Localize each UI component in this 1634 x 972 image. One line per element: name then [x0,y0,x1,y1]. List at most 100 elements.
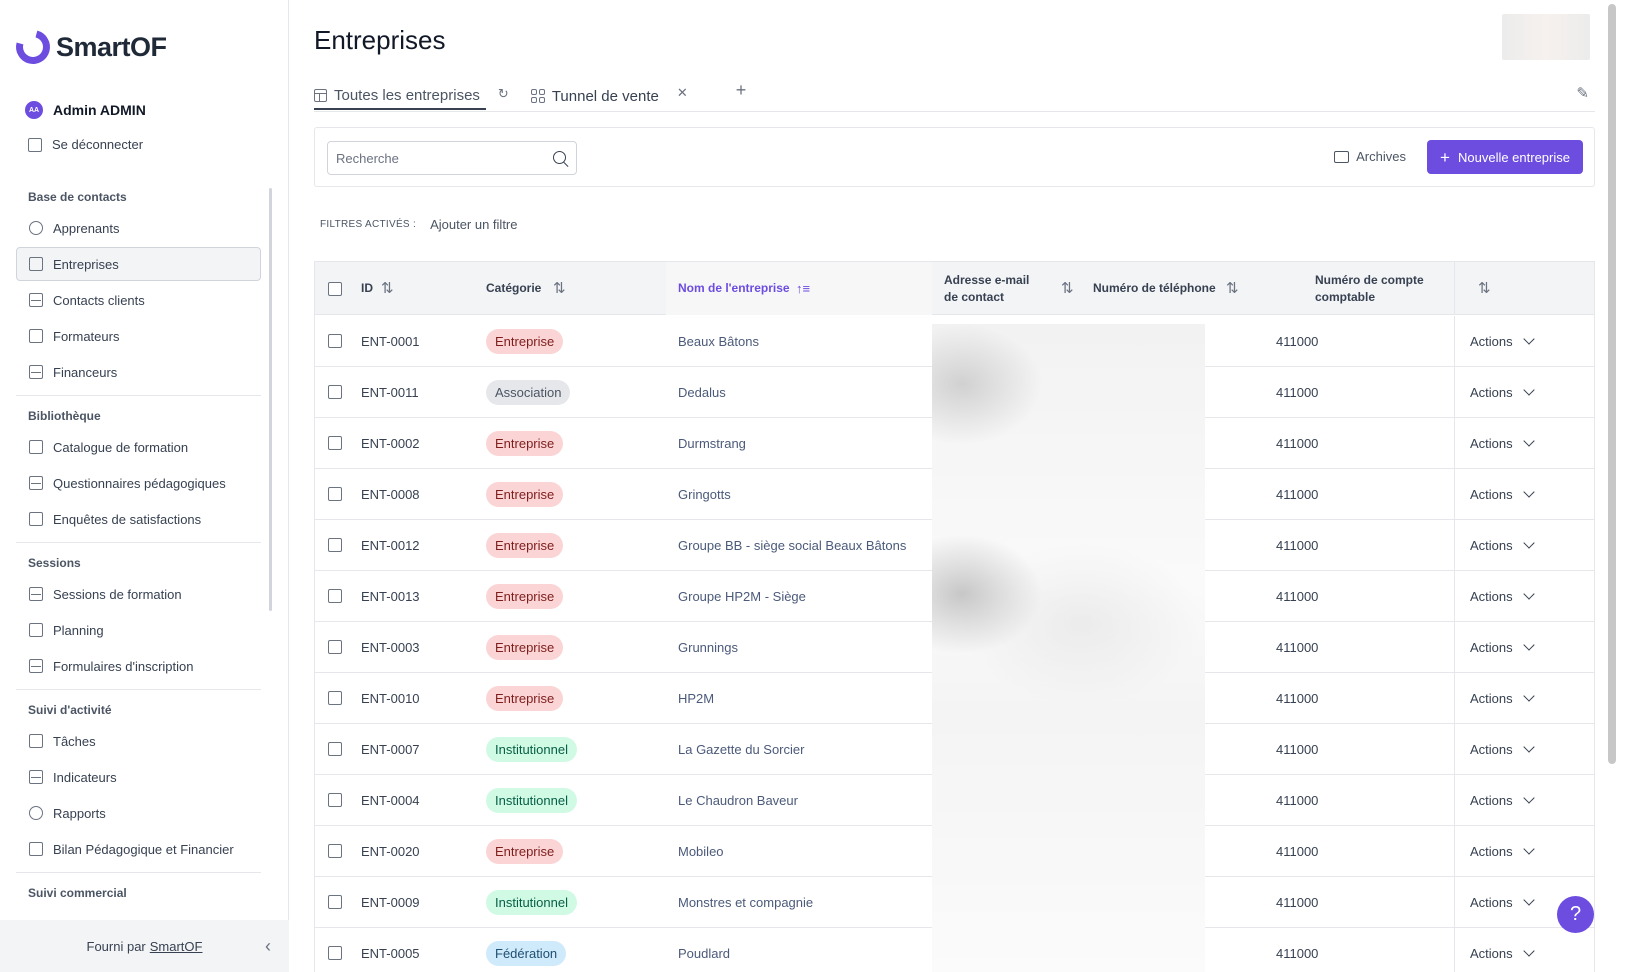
row-checkbox[interactable] [328,538,342,552]
row-actions-button[interactable]: Actions [1454,622,1594,672]
row-actions-button[interactable]: Actions [1454,367,1594,417]
row-checkbox[interactable] [328,742,342,756]
row-checkbox[interactable] [328,895,342,909]
row-actions-button[interactable]: Actions [1454,316,1594,366]
row-checkbox[interactable] [328,385,342,399]
row-actions-button[interactable]: Actions [1454,469,1594,519]
sidebar-item-apprenants[interactable]: Apprenants [16,211,261,245]
column-header-email[interactable]: Adresse e-mail de contact ⇅ [944,262,1074,315]
row-checkbox[interactable] [328,436,342,450]
page-scrollbar[interactable] [1608,4,1616,764]
user-profile[interactable]: AA Admin ADMIN [25,101,146,119]
column-header-name[interactable]: Nom de l'entreprise ↑≡ [666,262,932,315]
cell-company-name[interactable]: Grunnings [678,639,738,655]
row-checkbox[interactable] [328,946,342,960]
help-button[interactable]: ? [1557,896,1594,933]
sidebar-item-formateurs[interactable]: Formateurs [16,319,261,353]
row-actions-button[interactable]: Actions [1454,877,1594,927]
sidebar-item-sessions-de-formation[interactable]: Sessions de formation [16,577,261,611]
table-row[interactable]: ENT-0007 Institutionnel La Gazette du So… [315,724,1594,775]
nav-section-title: Bibliothèque [28,409,101,423]
logo[interactable]: SmartOF [9,23,167,71]
search-icon[interactable] [553,151,566,164]
row-checkbox[interactable] [328,487,342,501]
cell-company-name[interactable]: Groupe BB - siège social Beaux Bâtons [678,537,907,553]
sidebar-scrollbar[interactable] [269,188,272,611]
row-checkbox[interactable] [328,589,342,603]
row-actions-button[interactable]: Actions [1454,673,1594,723]
tab-all-companies[interactable]: Toutes les entreprises [314,82,486,110]
sort-icon[interactable]: ⇅ [553,280,566,297]
close-tab-icon[interactable]: ✕ [676,85,688,100]
cell-category: Entreprise [486,673,564,723]
cell-company-name[interactable]: Gringotts [678,486,731,502]
row-checkbox[interactable] [328,691,342,705]
tab-sales-funnel[interactable]: Tunnel de vente [530,82,665,110]
table-row[interactable]: ENT-0005 Fédération Poudlard 411000 Acti… [315,928,1594,972]
cell-company-name[interactable]: Mobileo [678,843,724,859]
sidebar-item-formulaires-d-inscription[interactable]: Formulaires d'inscription [16,649,261,683]
row-actions-button[interactable]: Actions [1454,724,1594,774]
sidebar-item-indicateurs[interactable]: Indicateurs [16,760,261,794]
archives-label: Archives [1356,149,1406,164]
sidebar-item-questionnaires-pedagogiques[interactable]: Questionnaires pédagogiques [16,466,261,500]
cell-company-name[interactable]: La Gazette du Sorcier [678,741,805,757]
refresh-icon[interactable]: ↻ [497,86,509,101]
sidebar-item-rapports[interactable]: Rapports [16,796,261,830]
archives-button[interactable]: Archives [1334,149,1406,164]
edit-icon[interactable]: ✎ [1576,85,1589,102]
sidebar-item-planning[interactable]: Planning [16,613,261,647]
add-filter-button[interactable]: Ajouter un filtre [430,217,518,232]
sort-icon[interactable]: ⇅ [381,280,394,297]
logout-link[interactable]: Se déconnecter [28,137,143,152]
column-header-id[interactable]: ID ⇅ [361,262,481,315]
row-actions-button[interactable]: Actions [1454,520,1594,570]
sidebar-item-catalogue-de-formation[interactable]: Catalogue de formation [16,430,261,464]
sidebar-item-bilan-pedagogique-et-financier[interactable]: Bilan Pédagogique et Financier [16,832,261,866]
sort-icon[interactable]: ⇅ [1061,280,1074,297]
collapse-sidebar-icon[interactable]: ‹ [265,936,271,956]
new-company-button[interactable]: + Nouvelle entreprise [1427,140,1583,174]
sidebar: SmartOF AA Admin ADMIN Se déconnecter Ba… [0,0,289,972]
cell-company-name[interactable]: HP2M [678,690,715,706]
avatar: AA [25,101,43,119]
nav-item-label: Questionnaires pédagogiques [53,475,226,491]
cell-company-name[interactable]: Beaux Bâtons [678,333,759,349]
sort-ascending-icon[interactable]: ↑≡ [796,281,811,296]
cell-company-name[interactable]: Poudlard [678,945,731,961]
row-actions-button[interactable]: Actions [1454,826,1594,876]
sort-icon[interactable]: ⇅ [1226,280,1239,297]
sort-icon[interactable]: ⇅ [1478,280,1491,297]
table-row[interactable]: ENT-0002 Entreprise Durmstrang 411000 Ac… [315,418,1594,469]
table-row[interactable]: ENT-0004 Institutionnel Le Chaudron Bave… [315,775,1594,826]
cell-company-name[interactable]: Groupe HP2M - Siège [678,588,806,604]
row-actions-button[interactable]: Actions [1454,571,1594,621]
sidebar-item-taches[interactable]: Tâches [16,724,261,758]
add-tab-icon[interactable]: + [735,80,747,100]
sidebar-item-enquetes-de-satisfactions[interactable]: Enquêtes de satisfactions [16,502,261,536]
row-checkbox[interactable] [328,640,342,654]
row-actions-button[interactable]: Actions [1454,418,1594,468]
chevron-down-icon [1522,333,1535,345]
column-header-phone[interactable]: Numéro de téléphone ⇅ [1093,262,1293,315]
cell-company-name[interactable]: Monstres et compagnie [678,894,814,910]
column-header-account[interactable]: Numéro de compte comptable ⇅ [1315,262,1491,315]
cell-company-name[interactable]: Le Chaudron Baveur [678,792,798,808]
cell-company-name[interactable]: Durmstrang [678,435,746,451]
row-checkbox[interactable] [328,844,342,858]
sidebar-item-entreprises[interactable]: Entreprises [16,247,261,281]
row-actions-button[interactable]: Actions [1454,775,1594,825]
search-input[interactable] [327,141,577,175]
select-all-checkbox[interactable] [328,282,342,296]
column-label: Numéro de téléphone [1093,281,1216,295]
footer-link[interactable]: SmartOF [149,938,203,954]
sidebar-item-financeurs[interactable]: Financeurs [16,355,261,389]
row-checkbox[interactable] [328,793,342,807]
column-header-category[interactable]: Catégorie ⇅ [486,262,666,315]
nav-item-label: Financeurs [53,364,118,380]
cell-company-name[interactable]: Dedalus [678,384,726,400]
column-label: Adresse e-mail de contact [944,272,1030,304]
sidebar-item-contacts-clients[interactable]: Contacts clients [16,283,261,317]
row-checkbox[interactable] [328,334,342,348]
row-actions-button[interactable]: Actions [1454,928,1594,972]
